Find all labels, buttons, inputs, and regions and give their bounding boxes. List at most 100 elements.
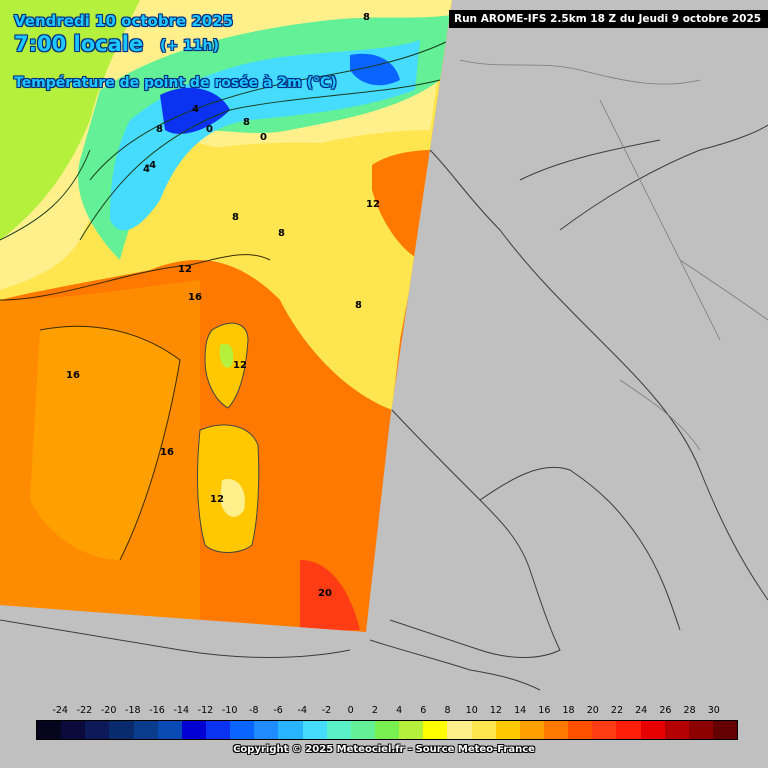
legend-swatch	[519, 721, 544, 739]
legend-swatch	[471, 721, 496, 739]
legend-tick-label: -24	[52, 705, 68, 716]
copyright-text: Copyright © 2025 Meteociel.fr - Source M…	[233, 744, 535, 755]
legend-tick-label: 0	[347, 705, 354, 716]
legend-swatch	[688, 721, 713, 739]
legend-swatch	[205, 721, 231, 739]
legend-swatch	[133, 721, 158, 739]
legend-tick-label: 30	[707, 705, 720, 716]
legend-tick-label: 20	[586, 705, 599, 716]
legend-swatch	[61, 721, 86, 739]
legend-tick-label: -8	[249, 705, 259, 716]
legend-swatch	[326, 721, 351, 739]
corsica-green-core	[219, 343, 234, 368]
legend-tick-label: 4	[396, 705, 403, 716]
legend-tick-label: 18	[562, 705, 575, 716]
legend-color-bar	[36, 720, 738, 740]
west-green-area	[0, 0, 140, 240]
legend-tick-label: 24	[635, 705, 648, 716]
contour-label: 4	[143, 164, 150, 175]
legend-tick-label: 16	[538, 705, 551, 716]
legend-tick-label: -18	[125, 705, 141, 716]
contour-label: 0	[260, 132, 267, 143]
legend-swatch	[350, 721, 375, 739]
legend-tick-label: 10	[465, 705, 478, 716]
po-valley-area	[200, 142, 400, 250]
legend-swatch	[568, 721, 593, 739]
legend-tick-label: -6	[273, 705, 283, 716]
legend-swatch	[712, 721, 738, 739]
sea-red-patch	[300, 560, 360, 632]
legend-tick-label: 2	[371, 705, 378, 716]
legend-swatch	[374, 721, 400, 739]
contour-label: 8	[355, 300, 362, 311]
legend-tick-label: 28	[683, 705, 696, 716]
legend-tick-label: 8	[444, 705, 451, 716]
legend-tick-label: 6	[420, 705, 427, 716]
contour-label: 16	[160, 447, 174, 458]
legend-tick-label: -22	[76, 705, 93, 716]
parameter-title: Température de point de rosée à 2m (°C)	[14, 75, 337, 91]
legend-tick-label: -2	[321, 705, 332, 716]
contour-label: -4	[145, 160, 156, 171]
legend-tick-label: 14	[514, 705, 527, 716]
contour-label: 20	[318, 588, 332, 599]
contour-line-12	[0, 254, 271, 301]
legend-swatch	[109, 721, 134, 739]
contour-label: 8	[232, 212, 239, 223]
legend-swatch	[181, 721, 206, 739]
contour-label: 12	[366, 199, 380, 210]
legend-tick-label: 26	[659, 705, 672, 716]
sea-light-orange-patch	[30, 326, 180, 560]
coastlines	[0, 124, 768, 691]
legend-swatch	[157, 721, 182, 739]
run-banner: Run AROME-IFS 2.5km 18 Z du Jeudi 9 octo…	[449, 10, 768, 28]
borders	[459, 59, 768, 451]
legend-swatch	[278, 721, 303, 739]
contour-label: 8	[156, 124, 163, 135]
contour-line-0	[89, 39, 451, 181]
forecast-date: Vendredi 10 octobre 2025	[14, 12, 234, 30]
legend-tick-label: -12	[197, 705, 214, 716]
contour-label: 8	[363, 12, 370, 23]
alps-blue-patch-a	[160, 87, 230, 134]
legend-tick-label: -10	[221, 705, 238, 716]
contour-label: 8	[243, 117, 250, 128]
legend-swatch	[399, 721, 424, 739]
forecast-time: 7:00 locale	[14, 32, 144, 56]
contour-label: 16	[188, 292, 202, 303]
legend-tick-label: -14	[173, 705, 189, 716]
legend-swatch	[37, 721, 62, 739]
contour-labels: 12 12 12 12 16 16 16 20 8 8 8 8 8 4 4 0 …	[66, 12, 380, 599]
forecast-offset: (+ 11h)	[160, 38, 219, 54]
contour-line-16	[39, 325, 181, 561]
legend-swatch	[423, 721, 448, 739]
legend-tick-label: 22	[610, 705, 623, 716]
legend-swatch	[302, 721, 327, 739]
alps-cyan-area	[110, 40, 420, 231]
legend-swatch	[543, 721, 569, 739]
legend-tick-label: -20	[100, 705, 117, 716]
legend-tick-labels: -24 -22 -20 -18 -16 -14 -12 -10 -8 -6 -4 -2 0 2 4 6 8 10 1…	[36, 705, 738, 719]
legend-tick-label: 12	[489, 705, 502, 716]
legend-swatch	[447, 721, 472, 739]
sardinia-light-core	[220, 479, 245, 517]
legend-tick-label: -4	[297, 705, 308, 716]
legend-swatch	[495, 721, 520, 739]
contour-label: 4	[192, 104, 199, 115]
legend-swatch	[592, 721, 617, 739]
contour-label: 0	[206, 124, 213, 135]
legend-tick-label: -16	[149, 705, 165, 716]
alps-blue-patch-b	[350, 53, 400, 86]
contour-line-8	[0, 149, 91, 241]
contour-line-4	[79, 79, 441, 241]
legend-swatch	[640, 721, 665, 739]
legend-swatch	[664, 721, 689, 739]
contour-label: 12	[233, 360, 247, 371]
contour-label: 8	[278, 228, 285, 239]
legend-swatch	[85, 721, 110, 739]
contour-label: 16	[66, 370, 80, 381]
contour-label: 12	[210, 494, 224, 505]
legend-swatch	[616, 721, 641, 739]
legend-swatch	[254, 721, 279, 739]
